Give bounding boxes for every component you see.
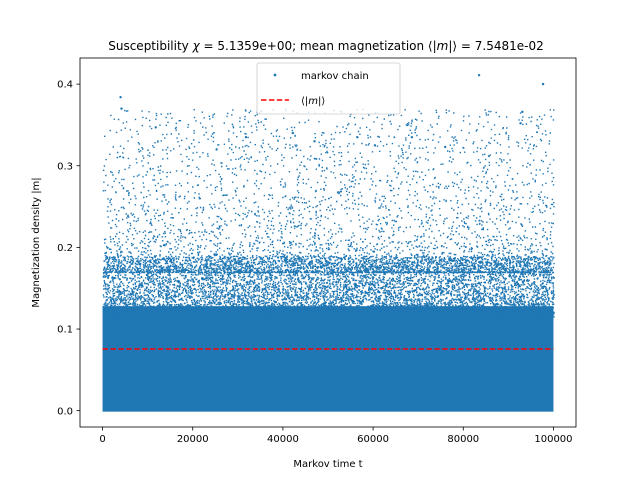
scatter-point (244, 135, 248, 139)
x-tick-label: 60000 (357, 434, 389, 445)
legend-label-mean: ⟨|m|⟩ (301, 96, 325, 107)
scatter-point (313, 140, 316, 143)
scatter-point (291, 131, 295, 135)
plot-frame (79, 57, 577, 428)
y-tick-label: 0.2 (57, 243, 73, 254)
x-axis: 0 20000 40000 60000 80000 100000 (99, 427, 573, 445)
scatter-points (102, 108, 555, 319)
legend-label-markov-chain: markov chain (301, 71, 369, 82)
scatter-point (519, 122, 522, 125)
scatter-point (215, 148, 218, 151)
chart-title: Susceptibility χ = 5.1359e+00; mean magn… (108, 39, 544, 53)
plot-area (102, 73, 555, 412)
x-tick-label: 100000 (534, 434, 572, 445)
y-tick-label: 0.0 (57, 406, 73, 417)
scatter-point (477, 73, 481, 77)
x-tick-label: 80000 (447, 434, 479, 445)
y-tick-label: 0.3 (57, 161, 73, 172)
scatter-dense-core (102, 306, 554, 412)
scatter-point (521, 110, 524, 114)
y-axis-label: Magnetization density |m| (31, 177, 42, 307)
scatter-point (119, 95, 122, 99)
scatter-point (154, 126, 157, 129)
scatter-point (373, 144, 377, 147)
x-tick-label: 0 (99, 434, 105, 445)
y-axis: 0.0 0.1 0.2 0.3 0.4 (57, 80, 80, 417)
x-tick-label: 40000 (267, 434, 299, 445)
legend-box (256, 62, 401, 115)
scatter-point (444, 145, 447, 149)
scatter-point (356, 135, 359, 139)
scatter-point (541, 82, 545, 86)
legend-marker-markov-chain (273, 73, 277, 77)
scatter-point (410, 135, 414, 139)
scatter-point (120, 107, 123, 110)
y-tick-label: 0.4 (57, 80, 73, 91)
scatter-series-markov-chain (102, 73, 555, 412)
x-axis-label: Markov time t (293, 459, 362, 470)
y-tick-label: 0.1 (57, 325, 73, 336)
x-tick-label: 20000 (177, 434, 209, 445)
legend: markov chain ⟨|m|⟩ (256, 62, 401, 115)
